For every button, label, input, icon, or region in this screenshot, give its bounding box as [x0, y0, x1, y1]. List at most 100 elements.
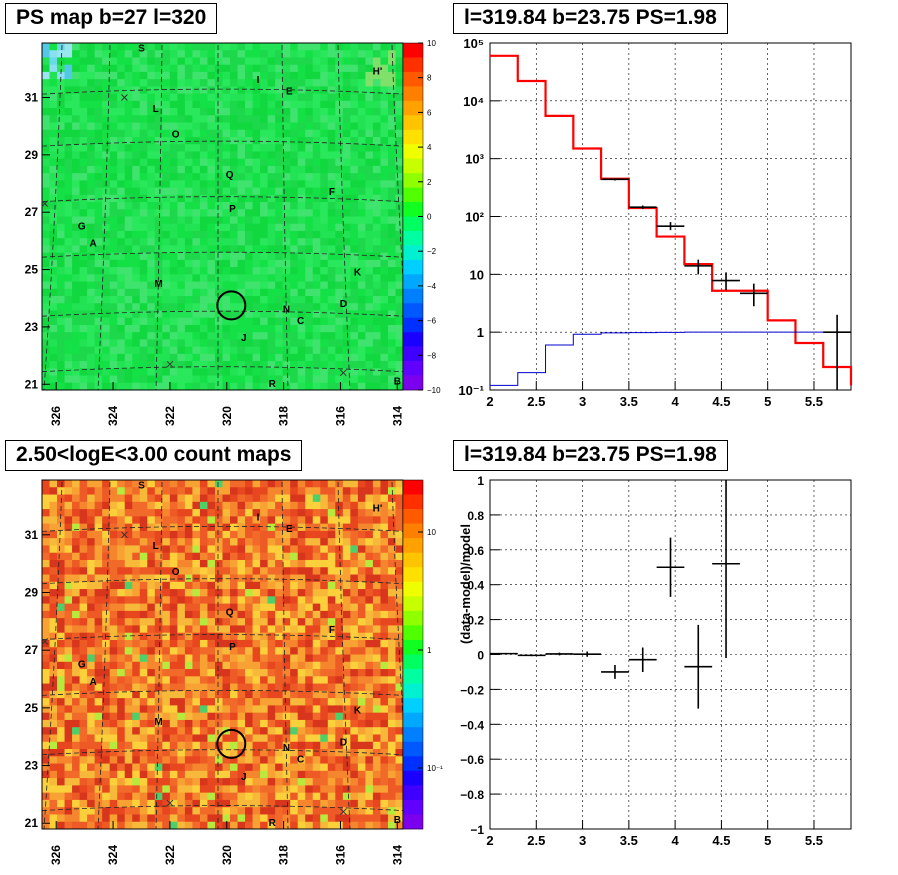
ps-source-label: F	[329, 187, 335, 198]
residual-y-tick-label: 0.2	[467, 614, 484, 628]
count-map-title: 2.50<logE<3.00 count maps	[5, 440, 303, 471]
ps-source-label: P	[229, 204, 236, 215]
ps-colorbar-label: 0	[427, 213, 432, 222]
data-point	[656, 222, 685, 231]
count-x-tick-label: 322	[163, 845, 177, 865]
ps-x-tick-label: 314	[390, 406, 404, 426]
count-position-marker	[216, 728, 247, 759]
count-x-tick-label: 318	[277, 845, 291, 865]
ps-plot	[41, 42, 411, 391]
count-source-label: R	[269, 818, 277, 829]
count-source-label: P	[229, 642, 236, 653]
ps-colorbar-label: −4	[427, 282, 437, 291]
data-point	[628, 205, 657, 209]
residual-x-tick-label: 3.5	[620, 833, 638, 848]
spectrum-x-tick-label: 3.5	[620, 394, 638, 409]
data-point	[601, 178, 629, 181]
ps-colorbar-label: −8	[427, 351, 437, 360]
ps-source-label: R	[269, 379, 277, 390]
count-x-tick-label: 316	[333, 845, 347, 865]
count-source-label: G	[78, 659, 86, 670]
residual-point	[573, 651, 602, 657]
ps-cross-marker	[121, 94, 128, 101]
ps-y-tick-label: 31	[25, 90, 39, 104]
ps-y-tick-label: 21	[25, 377, 39, 391]
count-pixels	[42, 480, 404, 830]
count-source-label: L	[153, 541, 159, 552]
ps-colorbar-label: −2	[427, 247, 437, 256]
residual-y-tick-label: −0.4	[460, 718, 484, 732]
ps-colorbar-label: 8	[427, 74, 432, 83]
spectrum-x-tick-label: 5	[764, 394, 771, 409]
spectrum-plot	[489, 42, 853, 391]
ps-y-tick-label: 29	[25, 148, 39, 162]
ps-x-tick-label: 316	[333, 406, 347, 426]
count-plot	[41, 479, 411, 830]
spectrum-y-tick-label: 1	[477, 325, 484, 340]
residual-point	[684, 624, 713, 709]
residual-y-tick-label: 1	[477, 474, 484, 488]
ps-source-label: K	[354, 267, 362, 278]
ps-colorbar-label: −6	[427, 317, 437, 326]
count-colorbar-label: 1	[427, 646, 432, 655]
ps-source-label: S	[138, 44, 145, 55]
residual-y-tick-label: 0.8	[467, 509, 484, 523]
residual-x-tick-label: 5	[764, 833, 771, 848]
residual-plot	[489, 479, 852, 830]
ps-map-title: PS map b=27 l=320	[5, 3, 218, 34]
ps-x-tick-label: 318	[277, 406, 291, 426]
count-x-tick-label: 314	[390, 845, 404, 865]
residual-y-tick-label: −0.6	[460, 753, 484, 767]
ps-source-label: I	[257, 75, 260, 86]
residual-x-tick-label: 2	[486, 833, 493, 848]
residual-x-tick-label: 4.5	[712, 833, 730, 848]
count-source-label: C	[297, 755, 304, 766]
count-source-label: D	[340, 737, 347, 748]
residual-point	[517, 654, 546, 657]
ps-source-label: A	[90, 239, 97, 250]
ps-cross-marker	[339, 369, 347, 377]
ps-colorbar	[402, 42, 424, 391]
ps-source-label: C	[297, 316, 304, 327]
residual-y-tick-label: −0.2	[460, 683, 484, 697]
ps-source-label: B	[394, 376, 401, 387]
residual-x-tick-label: 3	[579, 833, 586, 848]
spectrum-x-tick-label: 3	[579, 394, 586, 409]
ps-cross-marker	[166, 360, 174, 368]
count-colorbar	[402, 479, 424, 830]
count-source-label: O	[172, 567, 180, 578]
ps-y-tick-label: 25	[25, 263, 39, 277]
model-histogram	[490, 54, 853, 386]
ps-source-label: O	[172, 130, 180, 141]
spectrum-x-tick-label: 2.5	[527, 394, 545, 409]
ps-coordinate-grid	[41, 44, 411, 391]
count-colorbar-label: 10	[427, 528, 436, 537]
spectrum-y-tick-label: 10⁵	[463, 36, 484, 51]
ps-pixels	[42, 43, 404, 391]
ps-source-label: Q	[226, 170, 234, 181]
count-source-label: J	[241, 772, 247, 783]
count-source-label: H'	[373, 504, 383, 515]
count-colorbar-label: 10⁻¹	[427, 764, 443, 773]
residual-y-axis-label: (data-model)/model	[458, 524, 473, 644]
count-source-label: A	[90, 677, 97, 688]
ps-source-label: E	[286, 87, 293, 98]
residual-point	[601, 664, 629, 679]
spectrum-y-tick-label: 10⁴	[463, 94, 484, 109]
count-source-label: Q	[226, 608, 234, 619]
count-y-tick-label: 27	[25, 643, 39, 657]
count-source-label: I	[257, 512, 260, 523]
data-point	[739, 283, 768, 307]
ps-x-tick-label: 324	[106, 406, 120, 426]
data-point	[712, 272, 740, 291]
residual-point	[490, 652, 518, 655]
ps-source-label: L	[153, 104, 159, 115]
count-cross-marker	[41, 638, 49, 645]
ps-y-tick-label: 23	[25, 320, 39, 334]
residual-point	[656, 537, 685, 597]
ps-colorbar-label: 2	[427, 178, 432, 187]
ps-x-tick-label: 320	[220, 406, 234, 426]
residual-y-tick-label: 0	[477, 649, 484, 663]
spectrum-y-tick-label: 10³	[465, 152, 484, 167]
residual-x-tick-label: 5.5	[805, 833, 823, 848]
